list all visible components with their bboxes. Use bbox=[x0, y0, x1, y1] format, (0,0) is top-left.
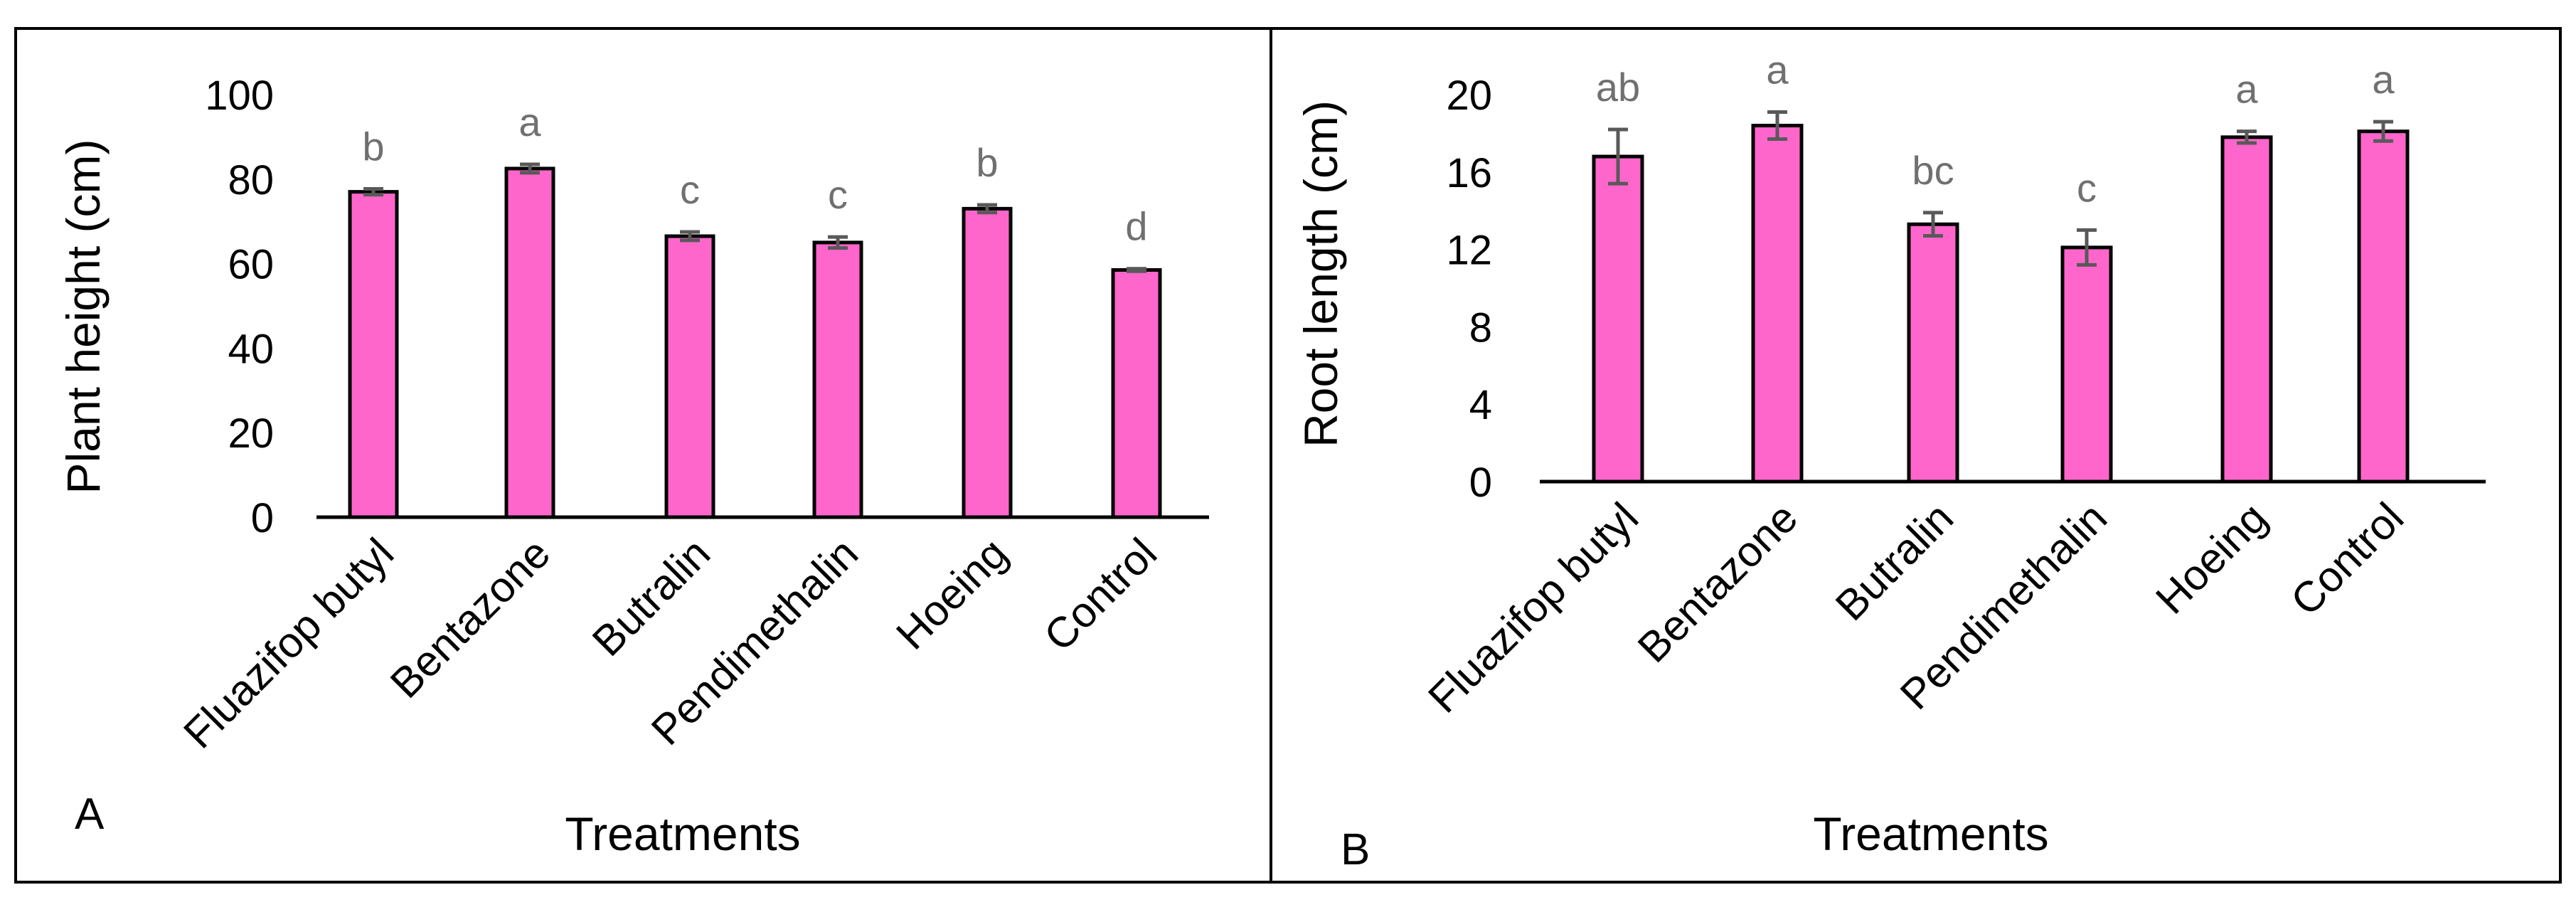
panel-a-bar bbox=[348, 190, 399, 519]
panel-b-error-bar bbox=[2077, 228, 2097, 267]
panel-a-significance-letter: c bbox=[680, 167, 700, 212]
panel-b-error-bar bbox=[1608, 127, 1628, 186]
panel-a-bar bbox=[812, 240, 863, 519]
panel-b-error-bar bbox=[2237, 129, 2257, 145]
panel-a-ytick-label: 80 bbox=[228, 157, 274, 203]
panel-a-error-bar bbox=[1127, 267, 1146, 273]
panel-b-error-bar bbox=[1923, 211, 1943, 238]
panel-b-category-label: Bentazone bbox=[1629, 494, 1806, 672]
panel-b-significance-letter: a bbox=[1766, 47, 1789, 92]
panel-b-chart: Root length (cm) Treatments B 0 4 8 12 16 20 a… bbox=[1294, 47, 2486, 874]
panel-b-bar bbox=[2060, 245, 2113, 484]
panel-b-bar bbox=[1751, 124, 1804, 484]
panel-a-bar bbox=[664, 234, 715, 519]
panel-a-significance-letter: b bbox=[362, 124, 384, 169]
panel-b-xlabel: Treatments bbox=[1813, 807, 2048, 860]
panel-a-error-bar bbox=[977, 203, 997, 215]
panel-a-significance-letter: d bbox=[1125, 204, 1147, 249]
panel-a-category-label: Bentazone bbox=[381, 529, 559, 707]
panel-b-label: B bbox=[1341, 825, 1370, 874]
panel-b-significance-letter: a bbox=[2235, 67, 2258, 112]
panel-a-significance-letter: c bbox=[828, 172, 848, 217]
panel-b-ytick-label: 16 bbox=[1446, 150, 1492, 196]
panel-b-ylabel: Root length (cm) bbox=[1294, 100, 1347, 447]
panel-a-chart: Plant height (cm) Treatments A 0 20 40 60 80… bbox=[57, 73, 1209, 860]
panel-b-ytick-label: 8 bbox=[1469, 304, 1492, 351]
panel-a-bar bbox=[962, 206, 1013, 519]
panel-a-ytick-label: 40 bbox=[228, 326, 274, 372]
panel-b-category-label: Control bbox=[2282, 494, 2412, 625]
panel-a-ylabel: Plant height (cm) bbox=[57, 139, 110, 494]
panel-b-error-bar bbox=[2373, 120, 2393, 143]
panel-b-category-label: Fluazifop butyl bbox=[1419, 494, 1647, 722]
panel-b-significance-letter: ab bbox=[1596, 65, 1640, 110]
panel-a-category-label: Hoeing bbox=[887, 529, 1016, 659]
panel-b-error-bar bbox=[1767, 110, 1787, 142]
panel-b-category-label: Butralin bbox=[1826, 494, 1962, 630]
figure-frame bbox=[14, 27, 2562, 884]
panel-a-category-label: Control bbox=[1035, 529, 1166, 660]
panel-a-category-label: Butralin bbox=[583, 529, 719, 665]
panel-b-category-label: Hoeing bbox=[2146, 494, 2276, 623]
panel-a-significance-letter: a bbox=[518, 100, 541, 144]
panel-a-error-bar bbox=[363, 186, 383, 197]
panel-a-label: A bbox=[75, 790, 105, 839]
panel-a-ytick-label: 100 bbox=[205, 73, 274, 119]
panel-a-xlabel: Treatments bbox=[565, 807, 800, 860]
panel-b-ytick-label: 20 bbox=[1446, 73, 1492, 119]
panel-b-ytick-label: 0 bbox=[1469, 460, 1492, 506]
panel-a-error-bar bbox=[680, 230, 700, 243]
panel-b-bar bbox=[2220, 135, 2273, 484]
panel-a-bar bbox=[1111, 268, 1162, 519]
panel-b-ytick-label: 4 bbox=[1469, 382, 1492, 428]
panel-b-significance-letter: bc bbox=[1912, 148, 1954, 193]
panel-a-bar bbox=[504, 166, 555, 519]
panel-a-ytick-label: 0 bbox=[251, 495, 274, 541]
panel-b-bar bbox=[1592, 154, 1644, 484]
panel-b-bar bbox=[1907, 222, 1959, 484]
panel-a-category-label: Fluazifop butyl bbox=[174, 529, 403, 758]
panel-a-error-bar bbox=[828, 235, 848, 250]
panel-a-error-bar bbox=[520, 162, 540, 175]
panel-b-significance-letter: a bbox=[2372, 57, 2395, 102]
panel-a-ytick-label: 60 bbox=[228, 242, 274, 288]
panel-a-significance-letter: b bbox=[976, 140, 998, 185]
panel-b-bar bbox=[2357, 129, 2410, 484]
panel-b-significance-letter: c bbox=[2077, 165, 2097, 210]
panel-a-ytick-label: 20 bbox=[228, 410, 274, 457]
panel-b-ytick-label: 12 bbox=[1446, 228, 1492, 274]
